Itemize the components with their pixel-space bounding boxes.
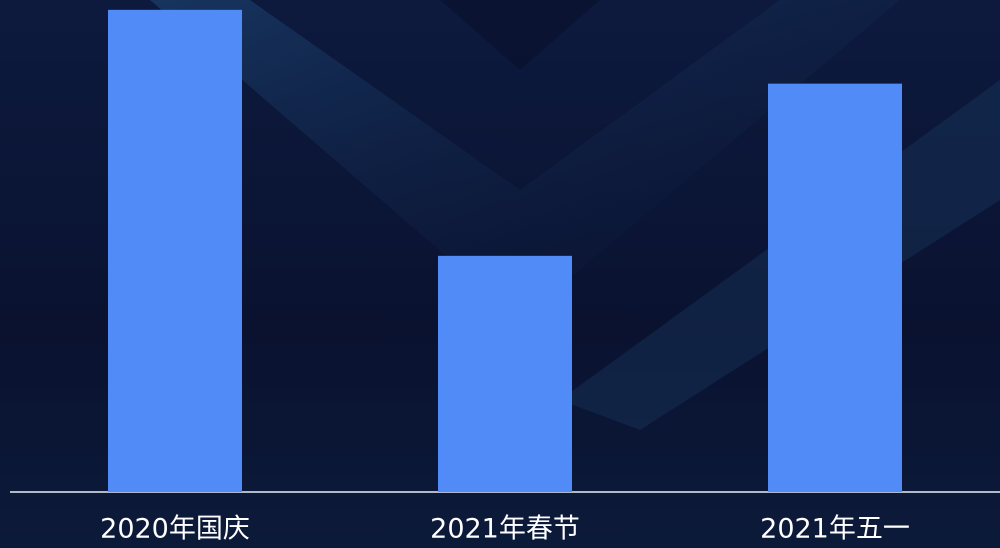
x-tick-label: 2021年春节	[430, 514, 580, 545]
x-tick-label: 2021年五一	[760, 514, 910, 545]
decoration	[150, 0, 900, 320]
decoration	[440, 0, 600, 70]
bar	[108, 9, 242, 493]
bar	[438, 255, 572, 492]
x-tick-label: 2020年国庆	[100, 514, 250, 545]
bar	[768, 83, 902, 492]
